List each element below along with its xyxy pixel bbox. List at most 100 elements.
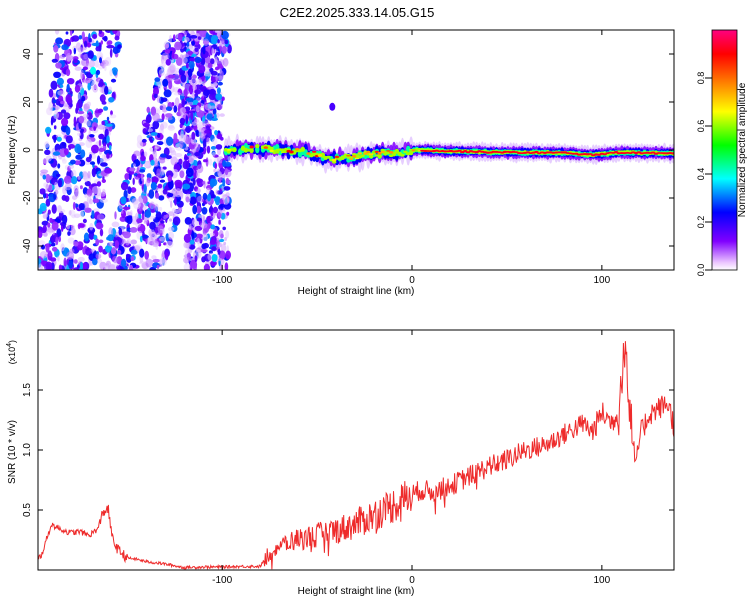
spectrogram-cell <box>95 253 102 259</box>
spectrogram-cell <box>83 173 89 183</box>
spectrogram-cell <box>124 265 128 270</box>
spectrogram-cell <box>83 232 90 242</box>
spectrogram-cell <box>95 222 104 230</box>
spectrogram-cell <box>80 149 86 158</box>
spectrogram-cell <box>38 208 43 215</box>
spectrogram-cell <box>150 159 155 166</box>
spectrogram-cell <box>169 218 172 222</box>
spectrogram-cell <box>72 195 78 201</box>
spectrogram-cell <box>196 238 201 245</box>
spectrogram-cell <box>215 51 220 56</box>
spectrogram-cell <box>69 30 73 36</box>
spectrogram-cell <box>124 173 130 181</box>
spectrogram-cell <box>232 147 237 153</box>
spectrogram-cell <box>177 33 183 42</box>
spectrogram-cell <box>194 152 201 157</box>
spectrogram-cell <box>125 253 130 259</box>
y-tick-label: -40 <box>22 238 33 253</box>
spectrogram-cell <box>222 160 227 167</box>
spectrogram-cell <box>218 250 226 260</box>
snr-frame <box>37 329 675 571</box>
spectrogram-cell <box>183 233 191 243</box>
spectrogram-cell <box>41 220 49 226</box>
spectrogram-cell <box>204 129 210 134</box>
spectrogram-cell <box>53 45 59 53</box>
spectrogram-cell <box>107 234 114 242</box>
spectrogram-cell <box>220 243 227 253</box>
spectrogram-cell <box>181 56 185 65</box>
spectrogram-cell <box>54 181 58 191</box>
multiplier-close: ) <box>7 340 17 343</box>
spectrogram-cell <box>185 167 194 178</box>
spectrogram-cell <box>203 263 210 270</box>
spectrogram-cell <box>171 50 175 59</box>
spectrogram-cell <box>104 128 109 138</box>
spectrogram-cell <box>45 261 53 270</box>
spectrogram-cell <box>70 159 76 165</box>
spectrogram-cell <box>104 167 113 174</box>
spectrogram-cell <box>66 55 72 62</box>
spectrogram-cell <box>269 146 274 151</box>
spectrogram-cell <box>275 150 280 154</box>
spectrogram-cell <box>190 196 197 205</box>
spectrogram-cell <box>43 232 48 237</box>
spectrogram-cell <box>91 210 95 219</box>
spectrogram-cell <box>158 195 165 201</box>
spectrogram-cell <box>208 93 217 101</box>
spectrogram-cell <box>77 256 85 262</box>
spectrogram-cell <box>171 169 178 174</box>
spectrogram-cell <box>104 244 113 253</box>
spectrogram-cell <box>210 146 217 150</box>
spectrogram-cell <box>163 89 172 98</box>
spectrogram-cell <box>61 214 68 225</box>
spectrogram-cell <box>215 93 223 101</box>
spectrogram-cell <box>66 251 75 260</box>
spectrogram-cell <box>101 120 105 125</box>
spectrogram-cell <box>196 178 204 188</box>
spectrogram-cell <box>74 143 82 154</box>
spectrogram-cell <box>326 155 331 159</box>
spectrogram-cell <box>380 150 385 154</box>
spectrogram-cell <box>87 82 91 91</box>
spectrogram-cell <box>219 113 225 117</box>
spectrogram-cell <box>400 153 405 157</box>
spectrogram-cell <box>83 40 88 48</box>
spectrogram-cell <box>209 232 215 237</box>
spectrogram-cell <box>185 193 191 203</box>
colorbar: 0.0 0.2 0.4 0.6 0.8 Normalized spectral ampl… <box>696 29 748 276</box>
spectrogram-cell <box>187 68 193 77</box>
spectrogram-cell <box>221 30 229 40</box>
spectrogram-y-label: Frequency (Hz) <box>7 116 18 185</box>
spectrogram-cell <box>150 132 158 136</box>
spectrogram-cell <box>190 110 194 121</box>
spectrogram-cell <box>218 171 222 178</box>
spectrogram-cell <box>175 166 181 170</box>
spectrogram-cell <box>84 193 88 198</box>
spectrogram-cell <box>188 84 194 95</box>
spectrogram-cell <box>168 226 175 232</box>
spectrogram-cell <box>45 126 52 134</box>
multiplier-exponent: 4 <box>6 343 13 347</box>
spectrogram-cell <box>162 166 167 170</box>
spectrogram-cell <box>86 42 92 48</box>
spectrogram-cell <box>49 217 53 223</box>
spectrogram-cell <box>211 138 218 145</box>
spectrogram-cell <box>249 145 254 149</box>
spectrogram-cell <box>79 185 83 190</box>
spectrogram-cell <box>129 167 136 172</box>
spectrogram-cell <box>54 189 59 195</box>
spectrogram-cell <box>217 208 223 218</box>
spectrogram-cell <box>157 133 161 138</box>
spectrogram-cell <box>179 117 186 125</box>
spectrogram-cell <box>183 37 190 42</box>
spectrogram-cell <box>194 225 203 232</box>
spectrogram-cell <box>214 113 217 120</box>
spectrogram-cell <box>99 94 106 103</box>
spectrogram-cell <box>53 134 57 143</box>
spectrogram-cell <box>122 206 131 210</box>
x-tick-label: 100 <box>594 275 611 286</box>
spectrogram-cell <box>86 194 92 204</box>
spectrogram-cell <box>130 239 137 245</box>
chart-title: C2E2.2025.333.14.05.G15 <box>280 5 435 20</box>
spectrogram-cell <box>192 74 197 79</box>
